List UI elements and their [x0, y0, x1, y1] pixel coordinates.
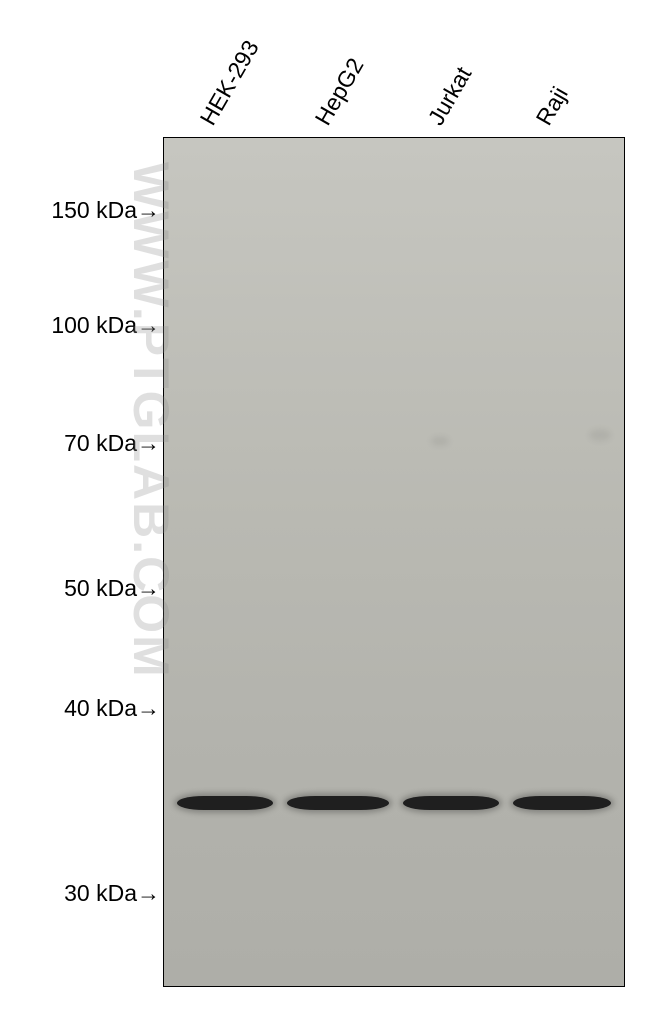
marker-label: 50 kDa→ [64, 575, 160, 602]
marker-text: 50 kDa→ [64, 575, 160, 601]
marker-text: 150 kDa→ [51, 197, 160, 223]
band-lane-4 [513, 796, 611, 810]
lane-label: Raji [531, 82, 574, 130]
lane-label-text: HEK-293 [195, 36, 264, 130]
lane-label: HepG2 [310, 53, 370, 130]
lane-label-text: HepG2 [310, 53, 369, 129]
marker-text: 40 kDa→ [64, 695, 160, 721]
lane-label: Jurkat [423, 62, 478, 130]
marker-label: 30 kDa→ [64, 880, 160, 907]
marker-label: 100 kDa→ [51, 312, 160, 339]
blot-smudge [431, 436, 449, 446]
band-lane-1 [177, 796, 273, 810]
band-row [164, 796, 624, 810]
figure-container: HEK-293 HepG2 Jurkat Raji 150 kDa→ 100 k… [0, 0, 650, 1020]
marker-label: 150 kDa→ [51, 197, 160, 224]
marker-label: 70 kDa→ [64, 430, 160, 457]
lane-label-text: Raji [531, 82, 573, 129]
blot-membrane: WWW.PTGLAB.COM [163, 137, 625, 987]
band-lane-3 [403, 796, 499, 810]
marker-text: 30 kDa→ [64, 880, 160, 906]
marker-label: 40 kDa→ [64, 695, 160, 722]
marker-text: 100 kDa→ [51, 312, 160, 338]
marker-text: 70 kDa→ [64, 430, 160, 456]
lane-label-text: Jurkat [423, 62, 477, 129]
band-lane-2 [287, 796, 389, 810]
lane-label: HEK-293 [195, 36, 265, 130]
blot-smudge [589, 429, 611, 441]
